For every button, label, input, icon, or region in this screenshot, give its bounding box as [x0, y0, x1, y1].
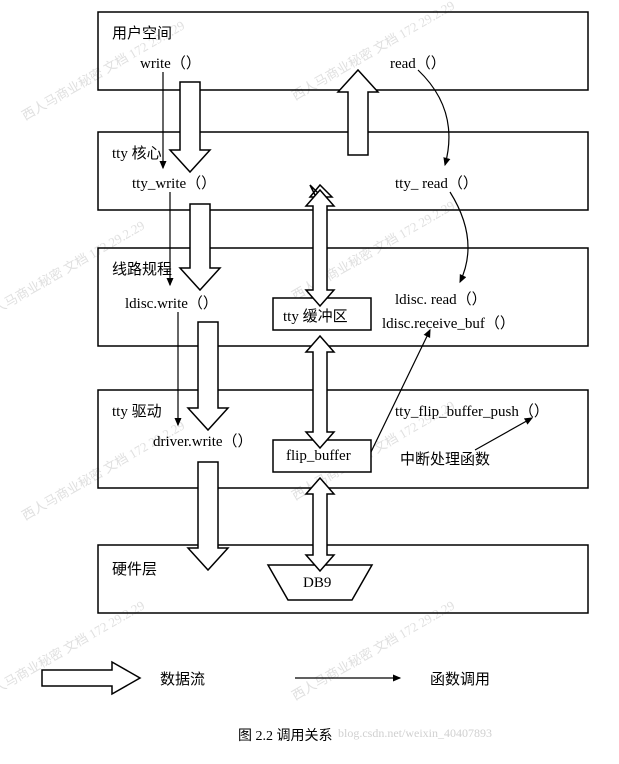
func-ldisc-receive-buf: ldisc.receive_buf（）	[382, 312, 515, 333]
func-driver-write: driver.write（）	[153, 430, 253, 451]
func-tty-read: tty_ read（）	[395, 172, 478, 193]
func-ldisc-write: ldisc.write（）	[125, 292, 218, 313]
label-interrupt-handler: 中断处理函数	[400, 448, 490, 469]
box-flip-buffer: flip_buffer	[286, 448, 351, 465]
layer-title-ldisc: 线路规程	[112, 258, 172, 279]
func-tty-write: tty_write（）	[132, 172, 216, 193]
func-ldisc-read: ldisc. read（）	[395, 288, 487, 309]
footer-url: blog.csdn.net/weixin_40407893	[338, 726, 492, 741]
func-write: write（）	[140, 52, 201, 73]
diagram-svg	[0, 0, 619, 764]
figure-caption: 图 2.2 调用关系	[238, 725, 333, 745]
layer-title-hardware: 硬件层	[112, 558, 157, 579]
box-tty-buffer: tty 缓冲区	[283, 305, 348, 326]
layer-title-ttycore: tty 核心	[112, 142, 162, 163]
legend-func-call: 函数调用	[430, 668, 490, 689]
box-db9: DB9	[303, 575, 331, 592]
layer-title-userspace: 用户空间	[112, 22, 172, 43]
layer-title-ttydriver: tty 驱动	[112, 400, 162, 421]
legend-data-flow: 数据流	[160, 668, 205, 689]
func-read: read（）	[390, 52, 446, 73]
func-tty-flip-buffer-push: tty_flip_buffer_push（）	[395, 400, 549, 421]
